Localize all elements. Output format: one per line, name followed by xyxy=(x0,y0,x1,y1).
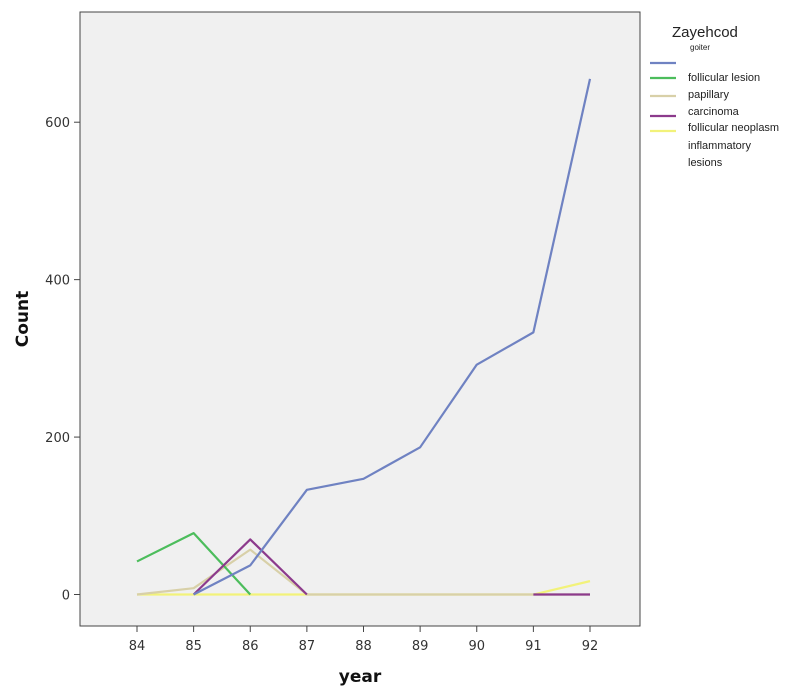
legend-label-goiter: goiter xyxy=(690,43,710,52)
y-axis: 0 200 400 600 xyxy=(45,116,80,604)
legend-label-inflammatory: inflammatory xyxy=(688,140,751,152)
x-tick-label: 86 xyxy=(242,639,259,654)
legend-label-lesions: lesions xyxy=(688,157,723,169)
series-layer xyxy=(136,78,592,596)
x-axis: 84 85 86 87 88 89 90 91 92 xyxy=(129,626,599,654)
x-axis-title: year xyxy=(339,667,382,687)
x-tick-label: 92 xyxy=(582,639,599,654)
x-tick-label: 91 xyxy=(525,639,542,654)
legend: Zayehcod goiter follicular lesion papill… xyxy=(650,24,779,169)
x-tick-label: 84 xyxy=(129,639,146,654)
plot-area xyxy=(79,11,641,627)
legend-label-carcinoma: carcinoma xyxy=(688,106,740,118)
y-tick-label: 600 xyxy=(45,116,70,131)
x-tick-label: 90 xyxy=(468,639,485,654)
legend-label-follicular-neoplasm: follicular neoplasm xyxy=(688,122,779,134)
legend-title: Zayehcod xyxy=(672,24,738,41)
series-line-goiter xyxy=(193,78,592,596)
x-tick-label: 87 xyxy=(299,639,316,654)
x-tick-label: 85 xyxy=(185,639,202,654)
series-line-carcinoma xyxy=(192,538,308,596)
legend-label-papillary: papillary xyxy=(688,89,729,101)
legend-label-follicular-lesion: follicular lesion xyxy=(688,72,760,84)
x-tick-label: 89 xyxy=(412,639,429,654)
y-axis-title: Count xyxy=(13,291,33,348)
y-tick-label: 0 xyxy=(62,589,70,604)
y-tick-label: 200 xyxy=(45,431,70,446)
x-tick-label: 88 xyxy=(355,639,372,654)
y-tick-label: 400 xyxy=(45,274,70,289)
